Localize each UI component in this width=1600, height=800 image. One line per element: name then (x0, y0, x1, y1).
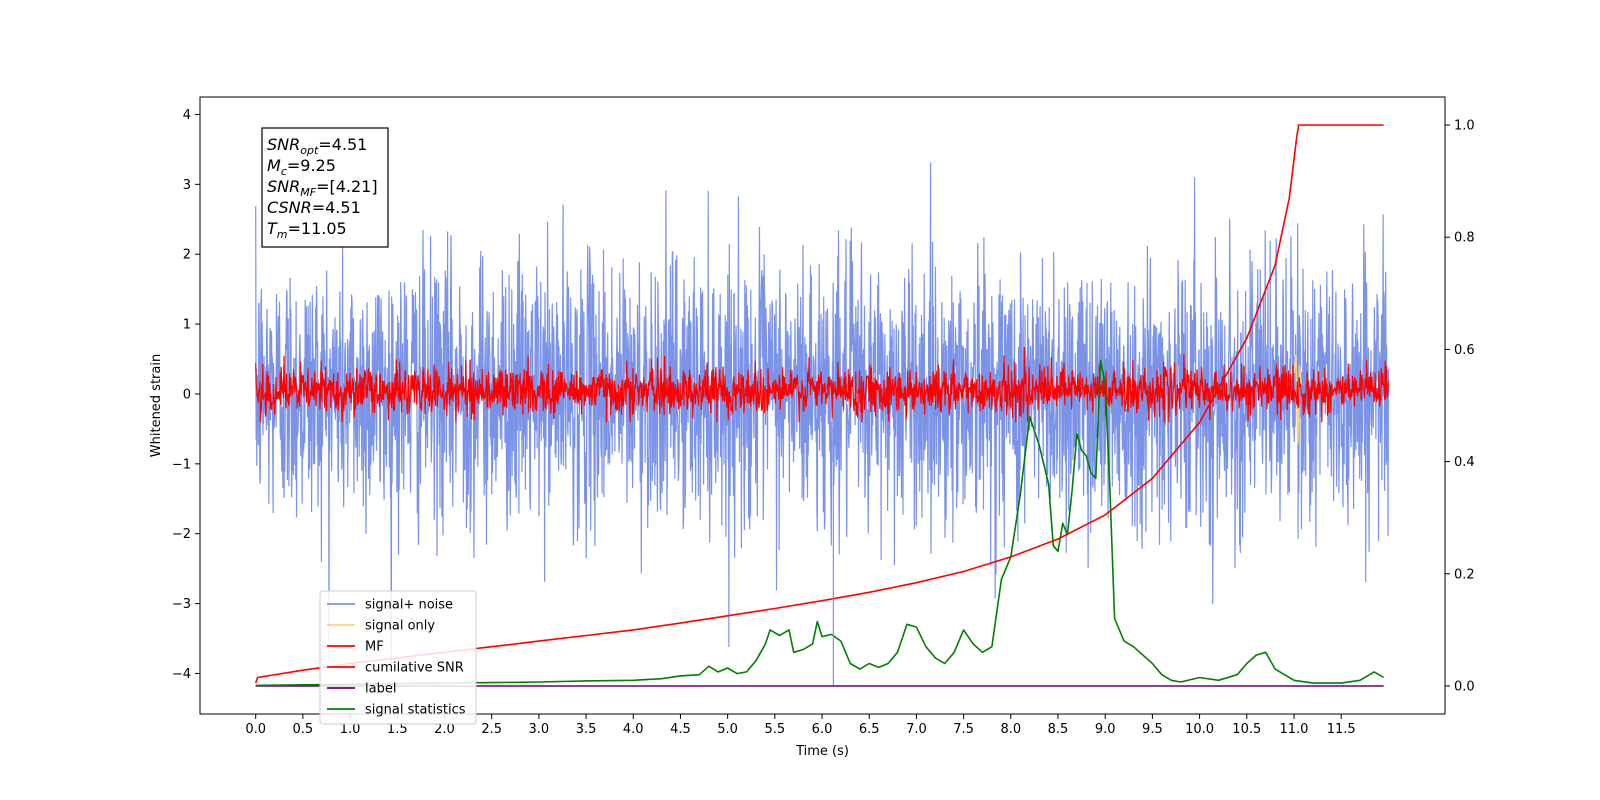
x-tick-label: 7.0 (906, 722, 927, 737)
legend-entry: signal statistics (365, 703, 466, 718)
y2-tick-label: 0.4 (1454, 455, 1475, 470)
x-tick-label: 6.5 (859, 722, 880, 737)
x-tick-label: 11.0 (1279, 722, 1308, 737)
x-tick-label: 5.5 (764, 722, 785, 737)
x-tick-label: 9.0 (1095, 722, 1116, 737)
x-tick-label: 0.5 (293, 722, 314, 737)
annotation-csnr: CSNR=4.51 (267, 198, 361, 217)
y2-tick-label: 0.8 (1454, 231, 1475, 246)
x-tick-label: 1.0 (340, 722, 361, 737)
y-tick-label: −4 (172, 667, 191, 682)
annotation-subscript: m (277, 228, 288, 241)
x-tick-label: 3.5 (576, 722, 597, 737)
y2-tick-label: 0.0 (1454, 679, 1475, 694)
x-tick-label: 10.0 (1185, 722, 1214, 737)
x-tick-label: 1.5 (387, 722, 408, 737)
x-tick-label: 6.0 (812, 722, 833, 737)
annotation-symbol: SNR (267, 135, 300, 154)
series-signal-statistics (255, 359, 1385, 687)
annotation-value: =11.05 (288, 219, 347, 238)
y-tick-label: −3 (172, 597, 191, 612)
x-tick-label: 8.0 (1000, 722, 1021, 737)
annotation-symbol: CSNR (267, 198, 312, 217)
y2-tick-label: 1.0 (1454, 119, 1475, 134)
x-tick-label: 5.0 (717, 722, 738, 737)
y-axis-left: 4 3 2 1 0 −1 −2 −3 −4 (172, 108, 200, 682)
legend-frame (319, 590, 477, 725)
series-signal-only (1293, 354, 1303, 444)
y-tick-label: 1 (183, 318, 191, 333)
y-tick-label: −1 (172, 457, 191, 472)
annotation-subscript: c (281, 165, 287, 178)
y-tick-label: 2 (183, 248, 191, 263)
legend-entry: MF (365, 640, 384, 655)
series-mf (255, 346, 1389, 423)
annotation-value: =[4.21] (316, 177, 378, 196)
y2-tick-label: 0.6 (1454, 343, 1475, 358)
legend-entry: signal+ noise (365, 598, 453, 613)
annotation-value: =4.51 (318, 135, 367, 154)
x-tick-label: 7.5 (953, 722, 974, 737)
x-tick-label: 11.5 (1327, 722, 1356, 737)
x-axis: 0.0 0.5 1.0 1.5 2.0 2.5 3.0 3.5 4.0 4.5 5.0 5.5 6.0 6… (245, 714, 1356, 737)
y-axis-label: Whitened strain (149, 354, 164, 457)
x-tick-label: 2.5 (481, 722, 502, 737)
x-tick-label: 4.5 (670, 722, 691, 737)
annotation-value: =4.51 (312, 198, 361, 217)
y2-tick-label: 0.2 (1454, 567, 1475, 582)
y-axis-right: 1.0 0.8 0.6 0.4 0.2 0.0 (1445, 119, 1475, 694)
annotation-subscript: MF (300, 186, 316, 199)
annotation-value: =9.25 (287, 156, 336, 175)
x-tick-label: 10.5 (1232, 722, 1261, 737)
x-axis-label: Time (s) (795, 744, 849, 759)
legend: signal+ noise signal only MF cumilative SNR… (319, 590, 477, 725)
legend-entry: cumilative SNR (365, 661, 464, 676)
annotation-symbol: SNR (267, 177, 300, 196)
x-tick-label: 3.0 (529, 722, 550, 737)
legend-entry: signal only (365, 619, 435, 634)
y-tick-label: 3 (183, 178, 191, 193)
annotation-symbol: T (267, 219, 278, 238)
annotation-snr-mf: SNRMF=[4.21] (267, 177, 378, 199)
annotation-frame (261, 127, 389, 248)
annotation-box: SNRopt=4.51Mc=9.25SNRMF=[4.21]CSNR=4.51T… (261, 127, 389, 248)
y-tick-label: 4 (183, 108, 191, 123)
annotation-symbol: M (267, 156, 281, 175)
y-tick-label: −2 (172, 527, 191, 542)
x-tick-label: 0.0 (245, 722, 266, 737)
x-tick-label: 4.0 (623, 722, 644, 737)
legend-entry: label (365, 682, 396, 697)
annotation-snr-opt: SNRopt=4.51 (267, 135, 367, 157)
annotation-mc: Mc=9.25 (267, 156, 336, 178)
annotation-subscript: opt (300, 144, 319, 157)
annotation-tm: Tm=11.05 (267, 219, 347, 241)
x-tick-label: 8.5 (1048, 722, 1069, 737)
x-tick-label: 9.5 (1142, 722, 1163, 737)
y-tick-label: 0 (183, 387, 191, 402)
x-tick-label: 2.0 (434, 722, 455, 737)
